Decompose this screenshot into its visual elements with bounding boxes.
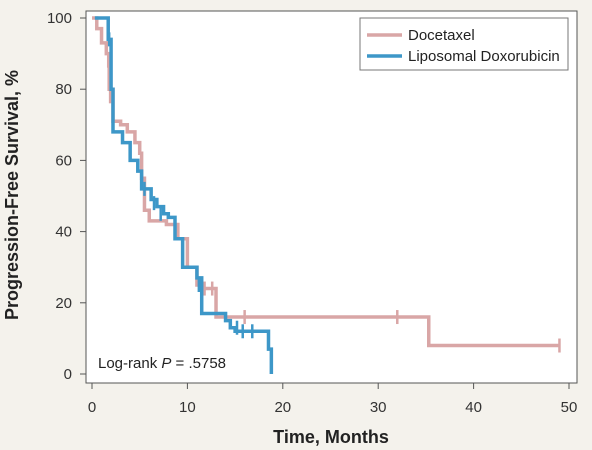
y-tick-label-80: 80 — [55, 81, 72, 98]
y-tick-label-40: 40 — [55, 224, 72, 241]
legend-box — [359, 17, 569, 71]
series-group — [92, 16, 561, 374]
logrank-annotation: Log-rank P = .5758 — [98, 355, 226, 372]
x-tick-label-50: 50 — [561, 399, 578, 416]
plot-area — [85, 10, 578, 384]
x-tick-label-0: 0 — [88, 399, 96, 416]
y-tick-label-20: 20 — [55, 295, 72, 312]
y-tick-label-100: 100 — [47, 10, 72, 27]
legend-label-liposomal-doxorubicin: Liposomal Doxorubicin — [408, 48, 560, 65]
legend-label-docetaxel: Docetaxel — [408, 27, 475, 44]
x-tick-label-40: 40 — [465, 399, 482, 416]
y-tick-label-60: 60 — [55, 152, 72, 169]
x-axis-ticks: 0 10 20 30 40 50 — [88, 383, 578, 416]
x-tick-label-30: 30 — [370, 399, 387, 416]
series-line-liposomal-doxorubicin — [94, 16, 274, 374]
x-tick-label-20: 20 — [274, 399, 291, 416]
y-axis-ticks: 0 20 40 60 80 100 — [47, 10, 86, 383]
x-tick-label-10: 10 — [179, 399, 196, 416]
y-tick-label-0: 0 — [64, 366, 72, 383]
x-axis-title: Time, Months — [273, 427, 389, 447]
legend: Docetaxel Liposomal Doxorubicin — [359, 17, 569, 71]
y-axis-title: Progression-Free Survival, % — [2, 70, 22, 320]
